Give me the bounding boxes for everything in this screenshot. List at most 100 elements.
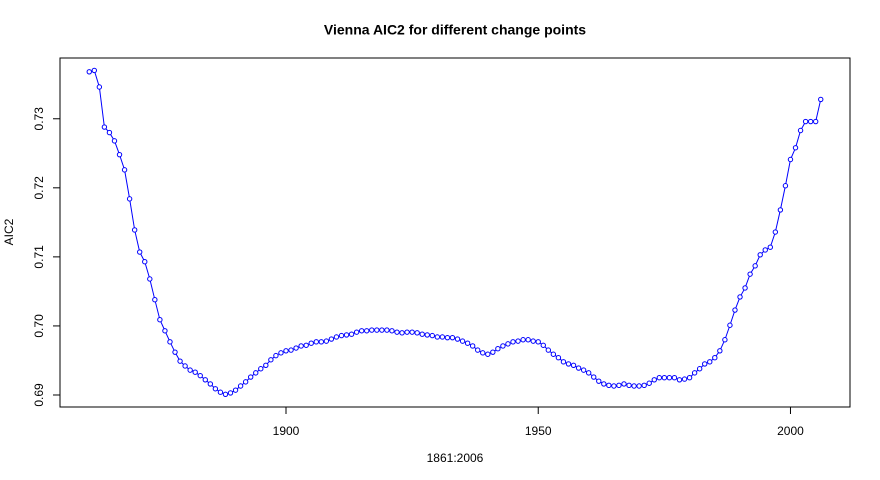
data-point xyxy=(752,263,758,269)
data-point xyxy=(439,334,446,340)
data-point xyxy=(414,330,420,336)
data-point xyxy=(187,367,193,373)
data-point xyxy=(338,332,345,339)
data-point xyxy=(313,339,319,345)
data-point xyxy=(696,366,703,372)
data-point xyxy=(606,382,612,389)
data-point xyxy=(353,329,360,335)
data-point xyxy=(742,285,748,291)
data-point xyxy=(348,331,355,337)
data-point xyxy=(676,377,683,383)
data-point xyxy=(157,317,163,323)
data-point xyxy=(343,332,350,338)
data-point xyxy=(419,331,425,337)
data-point xyxy=(807,118,814,125)
data-point xyxy=(717,348,723,354)
data-point xyxy=(389,328,395,334)
data-point xyxy=(580,367,587,373)
data-point xyxy=(575,365,582,371)
data-point xyxy=(671,375,678,381)
data-point xyxy=(101,124,108,130)
data-point xyxy=(520,337,526,343)
data-point xyxy=(192,369,198,375)
data-point xyxy=(772,229,779,235)
data-point xyxy=(812,118,819,125)
data-point xyxy=(570,362,577,368)
data-point xyxy=(500,343,506,349)
data-point xyxy=(172,349,178,355)
data-point xyxy=(268,357,274,363)
data-point xyxy=(399,330,405,336)
data-point xyxy=(550,351,557,357)
data-point xyxy=(374,327,380,333)
data-point xyxy=(777,207,784,213)
data-point xyxy=(641,382,647,389)
data-point xyxy=(197,372,203,379)
data-point xyxy=(782,183,789,189)
data-point xyxy=(91,67,98,74)
data-point xyxy=(137,249,143,255)
data-point xyxy=(691,370,698,376)
data-point xyxy=(591,374,597,380)
data-point xyxy=(818,96,824,103)
data-point xyxy=(116,151,123,158)
data-point xyxy=(681,376,688,382)
data-point xyxy=(263,362,269,368)
data-point xyxy=(560,359,567,365)
data-point xyxy=(636,383,642,389)
y-tick-label: 0.72 xyxy=(32,176,46,200)
data-point xyxy=(490,349,496,355)
data-point xyxy=(167,339,173,345)
data-point xyxy=(242,379,249,385)
data-point xyxy=(126,196,133,202)
data-point xyxy=(757,252,763,258)
data-point xyxy=(707,359,713,365)
data-point xyxy=(429,332,435,339)
data-point xyxy=(666,375,673,381)
data-point xyxy=(631,383,637,389)
data-point xyxy=(565,361,572,367)
data-point xyxy=(283,348,289,354)
data-point xyxy=(611,383,617,389)
data-point xyxy=(727,322,733,328)
data-point xyxy=(369,327,375,333)
chart-title: Vienna AIC2 for different change points xyxy=(324,22,586,38)
data-point xyxy=(545,347,552,353)
data-point xyxy=(293,345,299,351)
data-point xyxy=(121,167,128,173)
data-point xyxy=(656,375,663,381)
data-point xyxy=(202,377,208,383)
data-point xyxy=(131,227,138,233)
data-point xyxy=(596,378,602,384)
data-point xyxy=(712,354,718,361)
data-point xyxy=(485,351,491,357)
data-point xyxy=(273,352,279,359)
x-tick-label: 1950 xyxy=(525,424,552,438)
data-point xyxy=(111,138,118,144)
data-point xyxy=(298,343,304,349)
data-point xyxy=(510,339,516,345)
data-point xyxy=(661,375,668,381)
data-point xyxy=(505,341,511,347)
data-point xyxy=(253,370,259,376)
data-point xyxy=(384,327,390,333)
data-point xyxy=(237,383,244,389)
data-point xyxy=(106,129,113,136)
y-tick-label: 0.71 xyxy=(32,245,46,269)
data-point xyxy=(802,118,809,125)
data-point xyxy=(86,69,92,75)
data-point xyxy=(444,334,451,341)
data-point xyxy=(288,347,294,353)
data-point xyxy=(358,328,365,334)
data-point xyxy=(651,377,657,383)
data-point xyxy=(318,339,325,345)
data-point xyxy=(454,336,461,342)
y-axis-label: AIC2 xyxy=(2,218,16,245)
data-point xyxy=(364,328,370,334)
data-point xyxy=(797,127,804,134)
x-tick-label: 2000 xyxy=(777,424,804,438)
y-tick-label: 0.70 xyxy=(32,314,46,338)
data-point xyxy=(722,337,728,343)
data-point xyxy=(308,340,314,346)
